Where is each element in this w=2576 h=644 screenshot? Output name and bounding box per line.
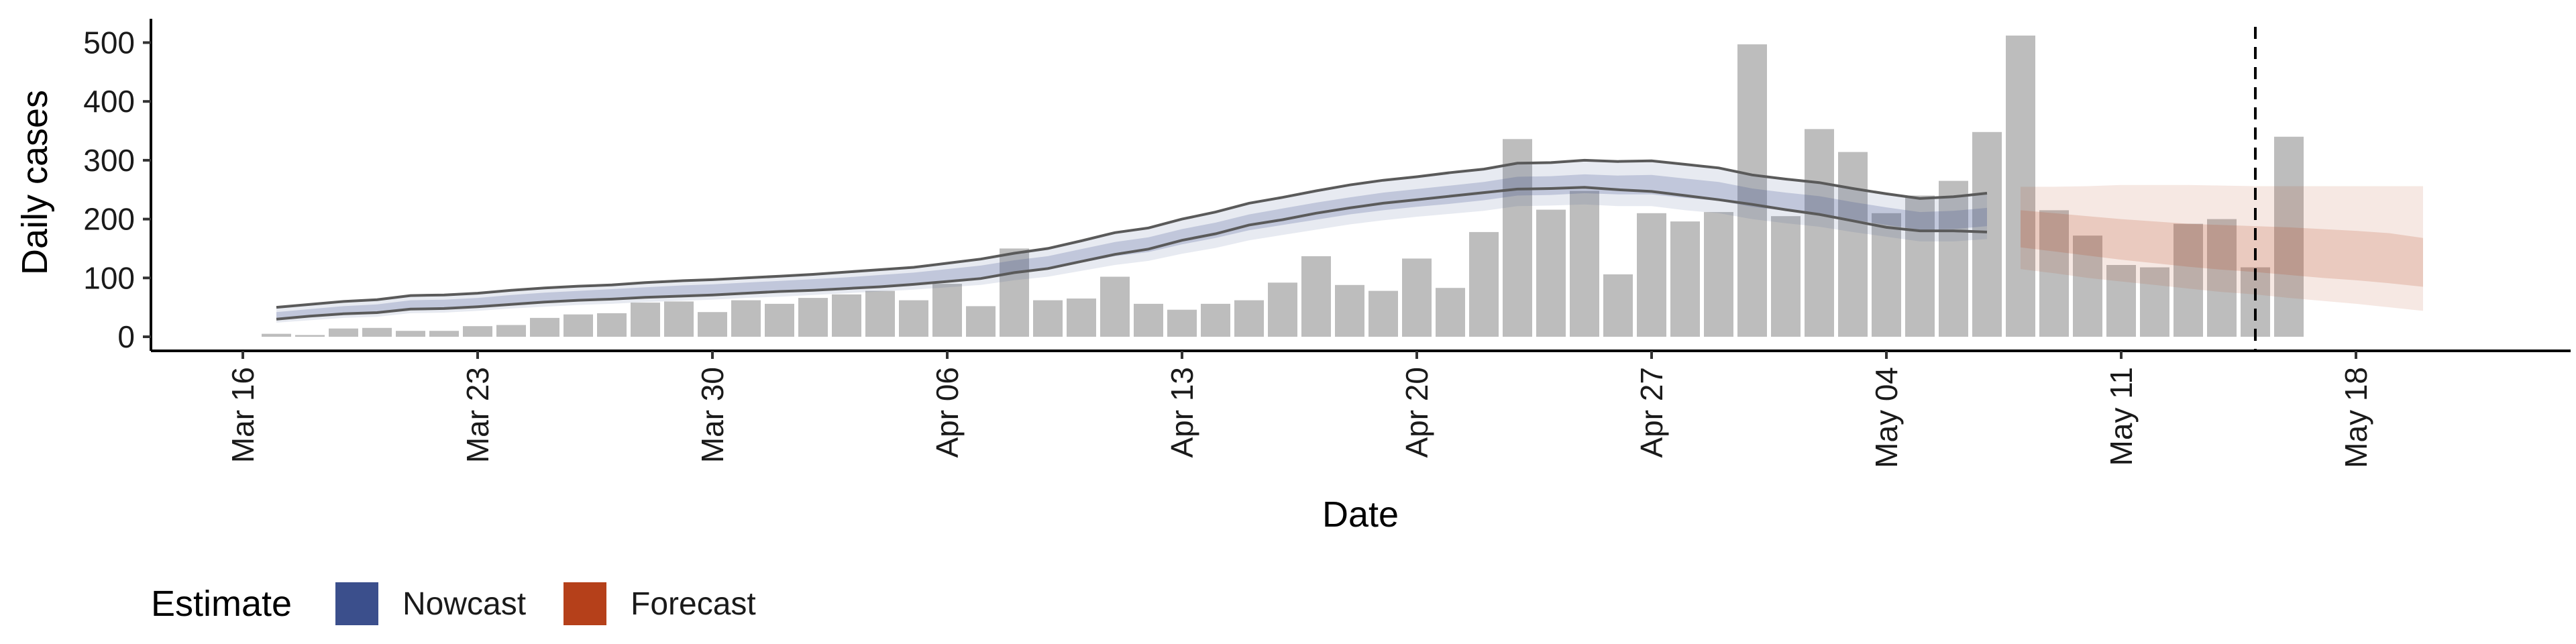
x-axis-ticks: Mar 16 Mar 23 Mar 30 Apr 06 Apr 13 Apr 20 Apr … bbox=[225, 351, 2373, 468]
bar bbox=[731, 300, 761, 337]
bar bbox=[1234, 300, 1264, 337]
bar bbox=[1167, 309, 1197, 337]
bar bbox=[865, 290, 895, 337]
bar bbox=[1603, 274, 1633, 337]
legend-label: Nowcast bbox=[402, 586, 526, 622]
bar bbox=[564, 314, 593, 337]
x-tick-label: May 11 bbox=[2104, 367, 2139, 466]
bar bbox=[1201, 303, 1230, 337]
bar bbox=[698, 312, 727, 337]
bar bbox=[932, 284, 962, 337]
forecast-inner-band bbox=[2021, 210, 2423, 287]
nowcast-inner-band bbox=[276, 174, 1987, 318]
y-tick-label: 200 bbox=[83, 202, 135, 237]
y-axis-title: Daily cases bbox=[15, 90, 55, 275]
bar bbox=[798, 298, 828, 337]
bar bbox=[1301, 256, 1331, 337]
bar bbox=[765, 303, 794, 337]
y-axis-ticks: 0 100 200 300 400 500 bbox=[83, 25, 151, 354]
bar bbox=[597, 313, 627, 337]
bar bbox=[2039, 210, 2069, 337]
bar bbox=[262, 333, 291, 337]
forecast-outer-band bbox=[2021, 184, 2423, 311]
bar bbox=[463, 326, 492, 337]
x-tick-label: Mar 30 bbox=[695, 367, 730, 463]
legend-title: Estimate bbox=[151, 584, 292, 624]
bar bbox=[631, 303, 660, 337]
bar bbox=[1570, 191, 1599, 337]
bar bbox=[1670, 221, 1700, 337]
bar bbox=[2140, 267, 2169, 337]
bar bbox=[1737, 44, 1767, 337]
bar bbox=[429, 331, 459, 337]
bar bbox=[1368, 290, 1398, 337]
bar bbox=[295, 335, 325, 337]
bar bbox=[1000, 248, 1029, 337]
bar bbox=[1033, 300, 1063, 337]
x-tick-label: Apr 27 bbox=[1634, 367, 1669, 458]
bar bbox=[2006, 36, 2035, 337]
x-tick-label: Apr 13 bbox=[1165, 367, 1199, 458]
nowcast-lower-line bbox=[276, 186, 1988, 321]
x-tick-label: Apr 06 bbox=[930, 367, 965, 458]
legend-swatch bbox=[564, 582, 606, 625]
bar bbox=[1536, 209, 1566, 337]
bar bbox=[1335, 284, 1364, 337]
bar bbox=[1972, 131, 2002, 337]
bar bbox=[1704, 212, 1733, 337]
bar bbox=[1905, 195, 1935, 337]
bar bbox=[1637, 213, 1666, 337]
y-tick-label: 500 bbox=[83, 25, 135, 60]
bar bbox=[1402, 258, 1432, 337]
bar bbox=[530, 317, 559, 337]
bar bbox=[664, 301, 694, 337]
x-tick-label: May 18 bbox=[2339, 367, 2373, 468]
bar bbox=[2207, 219, 2237, 337]
nowcast-outer-band bbox=[276, 160, 1987, 323]
bar bbox=[362, 327, 392, 337]
bar bbox=[1067, 299, 1096, 337]
bar bbox=[1939, 180, 1968, 337]
bar bbox=[2174, 223, 2203, 337]
y-tick-label: 300 bbox=[83, 143, 135, 178]
bars-layer bbox=[262, 36, 2304, 337]
bar bbox=[1838, 152, 1868, 337]
y-tick-label: 400 bbox=[83, 84, 135, 119]
axes-layer: 0 100 200 300 400 500 Mar 16 Mar 23 Mar 30 Apr 0… bbox=[83, 19, 2571, 468]
bar bbox=[1100, 276, 1130, 337]
x-tick-label: May 04 bbox=[1869, 367, 1904, 468]
x-axis-title: Date bbox=[1322, 494, 1399, 535]
legend-label: Forecast bbox=[631, 586, 756, 622]
nowcast-upper-line bbox=[276, 158, 1988, 309]
legend-items: Nowcast Forecast bbox=[335, 582, 756, 625]
bar bbox=[1436, 288, 1465, 337]
bar bbox=[396, 331, 425, 337]
bar bbox=[1134, 303, 1163, 337]
bar bbox=[1268, 282, 1297, 337]
estimate-bands-layer bbox=[276, 158, 2423, 323]
bar bbox=[1503, 139, 1532, 337]
bar bbox=[1872, 213, 1901, 337]
bar bbox=[966, 306, 996, 337]
bar bbox=[496, 325, 526, 337]
x-tick-label: Mar 16 bbox=[225, 367, 260, 463]
bar bbox=[2073, 235, 2102, 337]
legend: Estimate Nowcast Forecast bbox=[151, 582, 756, 625]
x-tick-label: Mar 23 bbox=[460, 367, 495, 463]
y-tick-label: 0 bbox=[117, 319, 135, 354]
bar bbox=[1771, 216, 1801, 337]
bar bbox=[1805, 129, 1834, 337]
bar bbox=[832, 294, 861, 337]
legend-swatch bbox=[335, 582, 378, 625]
bar bbox=[1469, 231, 1499, 337]
bar bbox=[2274, 136, 2304, 337]
bar bbox=[329, 328, 358, 337]
x-tick-label: Apr 20 bbox=[1399, 367, 1434, 458]
y-tick-label: 100 bbox=[83, 260, 135, 295]
bar bbox=[2106, 265, 2136, 337]
bar bbox=[899, 300, 928, 337]
